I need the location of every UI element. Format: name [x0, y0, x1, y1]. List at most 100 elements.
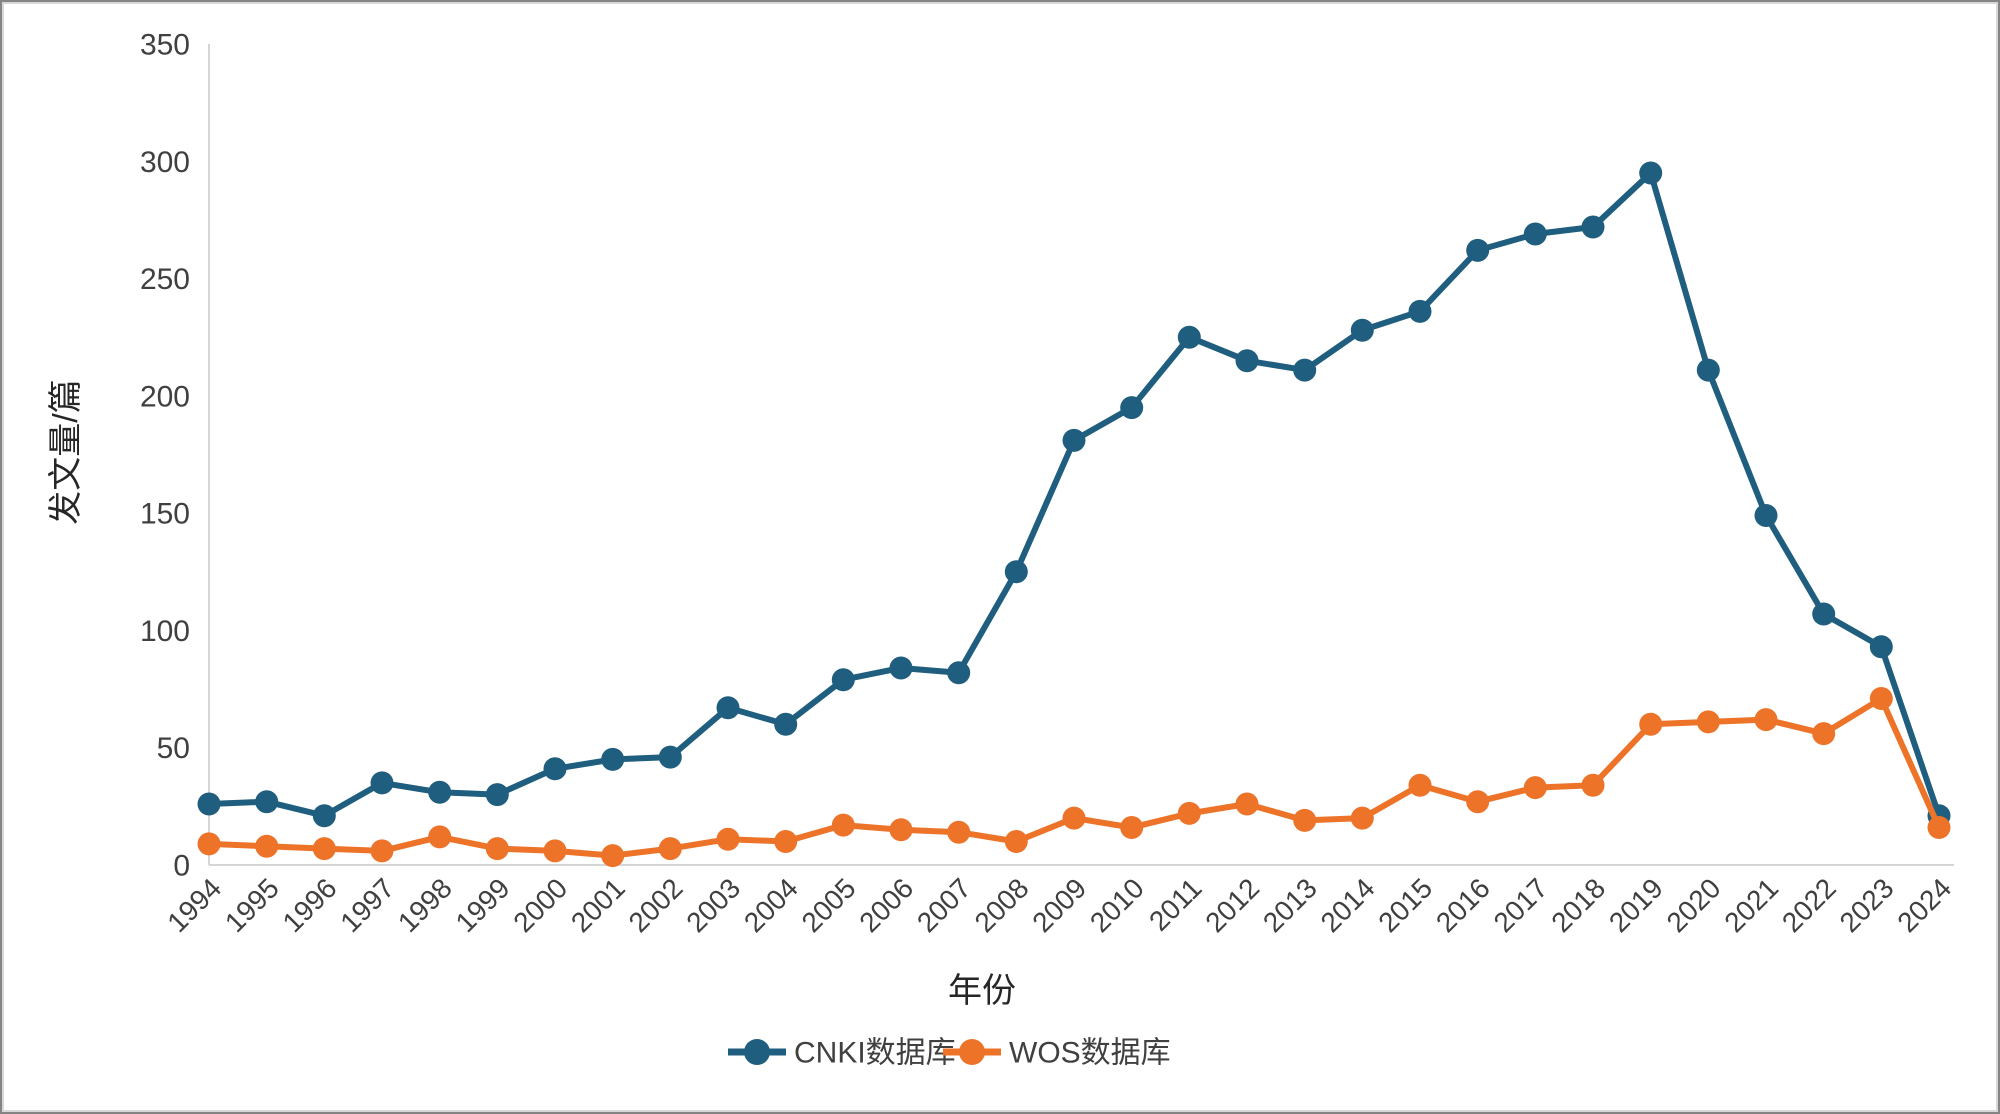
x-tick-label: 2007 [911, 872, 977, 938]
legend-item-cnki: CNKI数据库 [728, 1037, 956, 1070]
x-axis-title: 年份 [948, 972, 1016, 1010]
data-point-wos-2021 [1754, 708, 1778, 732]
series-line-cnki [206, 170, 1942, 819]
data-point-wos-2022 [1812, 722, 1836, 746]
x-tick-label: 2018 [1545, 872, 1611, 938]
x-tick-label: 1998 [392, 872, 458, 938]
x-tick-label: 1995 [219, 872, 285, 938]
x-tick-label: 2023 [1834, 872, 1900, 938]
data-point-cnki-2001 [601, 747, 625, 771]
data-point-wos-2019 [1639, 712, 1663, 736]
data-point-wos-2016 [1466, 790, 1490, 814]
x-tick-label: 2011 [1143, 872, 1208, 937]
data-point-wos-2013 [1293, 808, 1317, 832]
x-tick-label: 2001 [565, 872, 631, 938]
x-tick-label: 2003 [680, 872, 746, 938]
x-tick-label: 2009 [1026, 872, 1092, 938]
x-axis-tick-labels: 1994199519961997199819992000200120022003… [161, 872, 1957, 938]
y-tick-label: 200 [140, 380, 190, 413]
data-point-cnki-2000 [543, 757, 567, 781]
data-point-cnki-2007 [947, 661, 971, 685]
series-line-wos [206, 695, 1942, 859]
x-tick-label: 2008 [969, 872, 1035, 938]
x-tick-label: 2004 [738, 872, 804, 938]
x-tick-label: 2006 [853, 872, 919, 938]
data-point-wos-2008 [1004, 830, 1028, 853]
legend-marker-cnki-icon [744, 1039, 770, 1065]
data-point-wos-2006 [889, 818, 913, 842]
data-point-wos-2014 [1350, 806, 1374, 830]
x-tick-label: 2020 [1661, 872, 1727, 938]
data-point-wos-2005 [831, 813, 855, 837]
data-point-wos-2023 [1869, 687, 1893, 710]
data-point-wos-2017 [1523, 776, 1547, 800]
data-point-cnki-2019 [1639, 161, 1663, 185]
data-point-cnki-2004 [774, 712, 798, 736]
data-point-cnki-1999 [485, 783, 509, 807]
y-axis-title: 发文量/篇 [47, 379, 85, 524]
data-point-cnki-1994 [197, 792, 221, 816]
x-tick-label: 2024 [1891, 872, 1957, 938]
data-point-cnki-2020 [1696, 358, 1720, 382]
data-point-cnki-1998 [428, 780, 452, 804]
legend-marker-wos-icon [959, 1039, 985, 1065]
data-point-cnki-2021 [1754, 504, 1778, 527]
data-point-wos-2001 [601, 844, 625, 868]
x-tick-label: 2002 [623, 872, 689, 938]
x-tick-label: 2010 [1084, 872, 1150, 938]
data-point-cnki-2002 [658, 745, 682, 769]
data-point-cnki-2022 [1812, 602, 1836, 626]
data-point-cnki-1996 [312, 804, 336, 828]
y-axis-tick-labels: 0 50 100 150 200 250 300 350 [140, 29, 190, 883]
data-point-wos-2003 [716, 827, 740, 851]
data-point-wos-2010 [1120, 816, 1144, 839]
y-tick-label: 150 [140, 498, 190, 531]
data-point-wos-1995 [255, 834, 279, 858]
data-point-cnki-2009 [1062, 428, 1086, 452]
x-tick-label: 1994 [161, 872, 227, 938]
x-tick-label: 2017 [1488, 872, 1554, 938]
y-tick-label: 350 [140, 29, 190, 62]
x-tick-label: 2022 [1776, 872, 1842, 938]
legend-item-wos: WOS数据库 [943, 1037, 1171, 1070]
data-point-cnki-2011 [1177, 325, 1201, 349]
data-point-cnki-2015 [1408, 299, 1432, 323]
data-point-cnki-2018 [1581, 215, 1605, 239]
data-point-wos-2011 [1177, 801, 1201, 825]
x-tick-label: 2013 [1257, 872, 1323, 938]
legend-label-wos: WOS数据库 [1009, 1037, 1171, 1070]
x-tick-label: 2000 [507, 872, 573, 938]
x-tick-label: 1996 [277, 872, 343, 938]
y-tick-label: 300 [140, 146, 190, 179]
data-point-cnki-2016 [1466, 238, 1490, 262]
data-point-wos-2009 [1062, 806, 1086, 830]
legend-label-cnki: CNKI数据库 [794, 1037, 956, 1070]
y-tick-label: 250 [140, 263, 190, 296]
data-point-wos-2007 [947, 820, 971, 844]
data-point-wos-2024 [1927, 816, 1951, 839]
legend: CNKI数据库 WOS数据库 [728, 1037, 1171, 1070]
x-tick-label: 2015 [1372, 872, 1438, 938]
data-point-cnki-2017 [1523, 222, 1547, 246]
series-group [197, 161, 1951, 868]
y-tick-label: 100 [140, 615, 190, 648]
data-point-wos-2018 [1581, 773, 1605, 797]
x-tick-label: 2005 [796, 872, 862, 938]
data-point-cnki-2006 [889, 656, 913, 680]
x-tick-label: 2021 [1718, 872, 1784, 938]
x-tick-label: 1997 [334, 872, 400, 938]
series-wos [197, 687, 1951, 868]
y-tick-label: 0 [173, 850, 190, 883]
data-point-cnki-2012 [1235, 349, 1259, 373]
data-point-wos-1996 [312, 837, 336, 861]
x-tick-label: 2014 [1315, 872, 1381, 938]
data-point-wos-1994 [197, 832, 221, 856]
series-cnki [197, 161, 1951, 828]
x-tick-label: 2016 [1430, 872, 1496, 938]
data-point-wos-2002 [658, 837, 682, 861]
data-point-cnki-2008 [1004, 560, 1028, 584]
data-point-cnki-2010 [1120, 396, 1144, 420]
data-point-cnki-1995 [255, 790, 279, 814]
